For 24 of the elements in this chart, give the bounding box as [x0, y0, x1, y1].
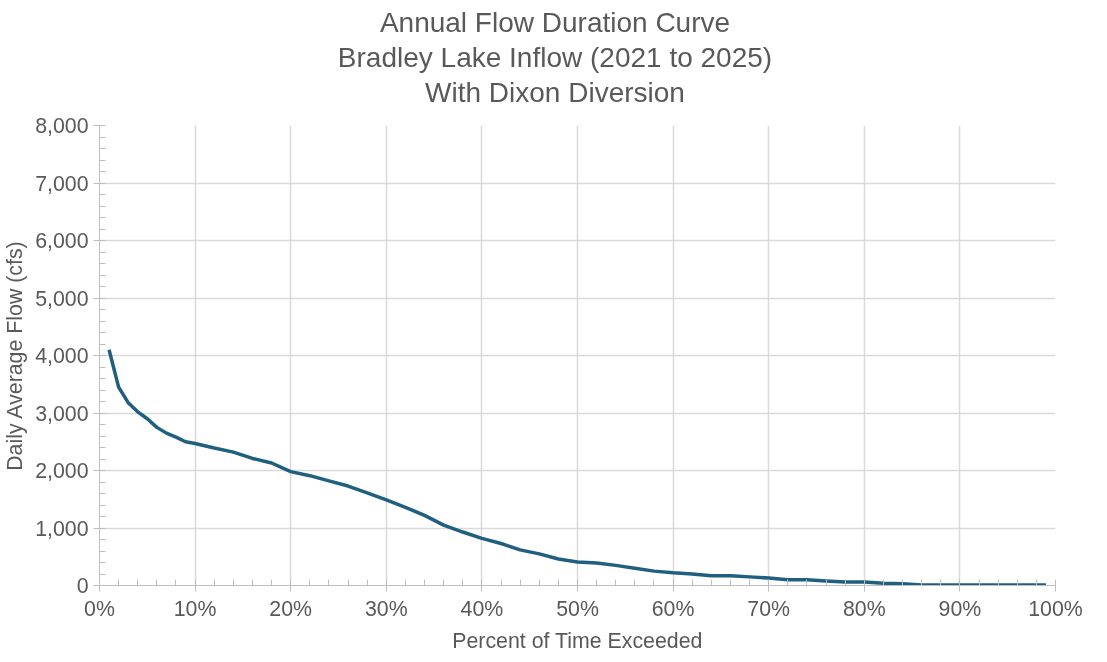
x-tick-label: 90%: [938, 596, 982, 621]
x-tick-label: 60%: [651, 596, 695, 621]
y-tick-label: 6,000: [35, 229, 89, 253]
y-tick-label: 7,000: [35, 171, 89, 196]
x-tick-label: 80%: [842, 596, 886, 621]
x-tick-label: 70%: [747, 596, 791, 621]
x-tick-label: 40%: [460, 596, 504, 621]
y-axis-title: Daily Average Flow (cfs): [3, 241, 28, 471]
x-tick-label: 0%: [84, 596, 115, 621]
y-tick-label: 4,000: [35, 344, 89, 368]
line-series: [107, 348, 1048, 586]
chart-title: Annual Flow Duration Curve Bradley Lake Inflow (2021 to 2025) With Dixon Diversion: [337, 6, 773, 110]
x-tick-label: 30%: [364, 596, 408, 621]
y-tick-label: 8,000: [35, 114, 89, 138]
x-axis-title: Percent of Time Exceeded: [452, 628, 703, 653]
y-tick-label: 2,000: [35, 459, 89, 483]
y-tick-label: 1,000: [35, 516, 89, 541]
y-tick-label: 0: [76, 574, 89, 598]
y-tick-label: 3,000: [35, 401, 89, 426]
y-tick-label: 5,000: [35, 286, 89, 311]
x-tick-label: 100%: [1028, 596, 1083, 621]
x-tick-label: 50%: [556, 596, 599, 621]
x-tick-label: 20%: [269, 596, 313, 621]
x-tick-label: 10%: [173, 596, 217, 621]
